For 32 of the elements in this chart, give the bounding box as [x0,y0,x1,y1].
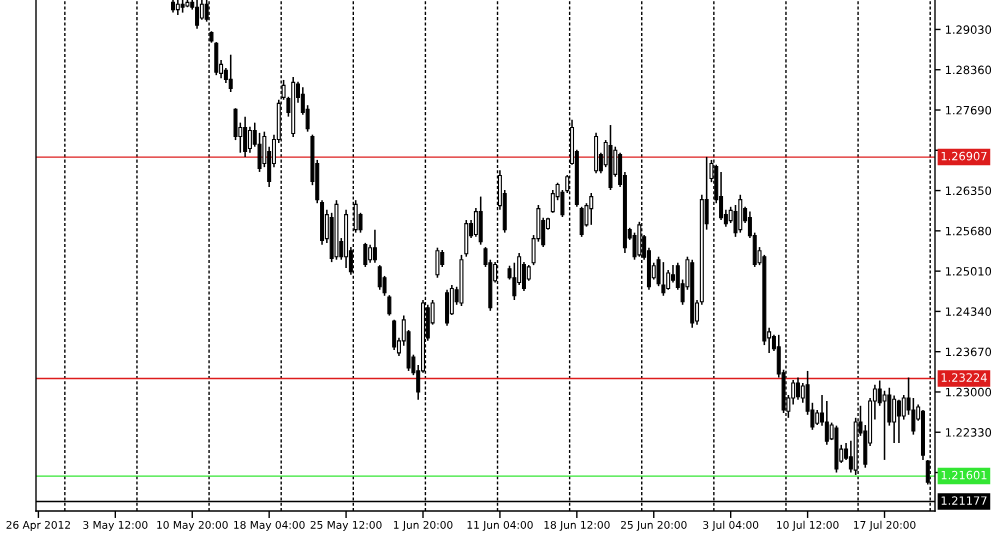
x-tick-label: 3 May 12:00 [83,520,148,531]
candlestick [363,242,368,268]
x-tick-label: 25 Jun 20:00 [621,520,687,531]
x-tick-label: 25 May 12:00 [310,520,382,531]
x-tick-label: 10 Jul 12:00 [777,520,839,531]
y-tick-label: 1.29030 [945,25,992,34]
ref-line-label: 1.21177 [941,496,987,505]
candlestick [882,389,887,461]
y-tick-label: 1.27690 [945,105,992,115]
candlestick [372,228,377,264]
x-tick-label: 17 Jul 20:00 [854,520,916,531]
y-tick-label: 1.28360 [945,65,992,75]
candlestick [228,53,233,93]
candlestick [387,294,392,317]
x-tick-label: 18 Jun 12:00 [544,520,610,531]
ref-line-label: 1.26907 [941,151,987,161]
y-tick-label: 1.24340 [945,307,992,316]
ref-line-label: 1.23224 [941,373,987,382]
x-tick-label: 26 Apr 2012 [6,520,70,531]
y-tick-label: 1.23000 [945,387,992,397]
candlestick [661,261,666,297]
y-tick-label: 1.25010 [945,267,992,276]
y-tick-label: 1.22330 [945,428,992,437]
y-tick-label: 1.25680 [945,226,992,236]
y-tick-label: 1.26350 [945,186,992,196]
x-tick-label: 18 May 04:00 [234,520,305,531]
y-tick-label: 1.23670 [945,347,992,357]
x-tick-label: 3 Jul 04:00 [703,520,759,531]
x-tick-label: 10 May 20:00 [157,520,228,531]
ref-line-label: 1.21601 [941,470,987,480]
x-tick-label: 11 Jun 04:00 [467,520,533,531]
x-tick-label: 1 Jun 20:00 [393,520,453,531]
